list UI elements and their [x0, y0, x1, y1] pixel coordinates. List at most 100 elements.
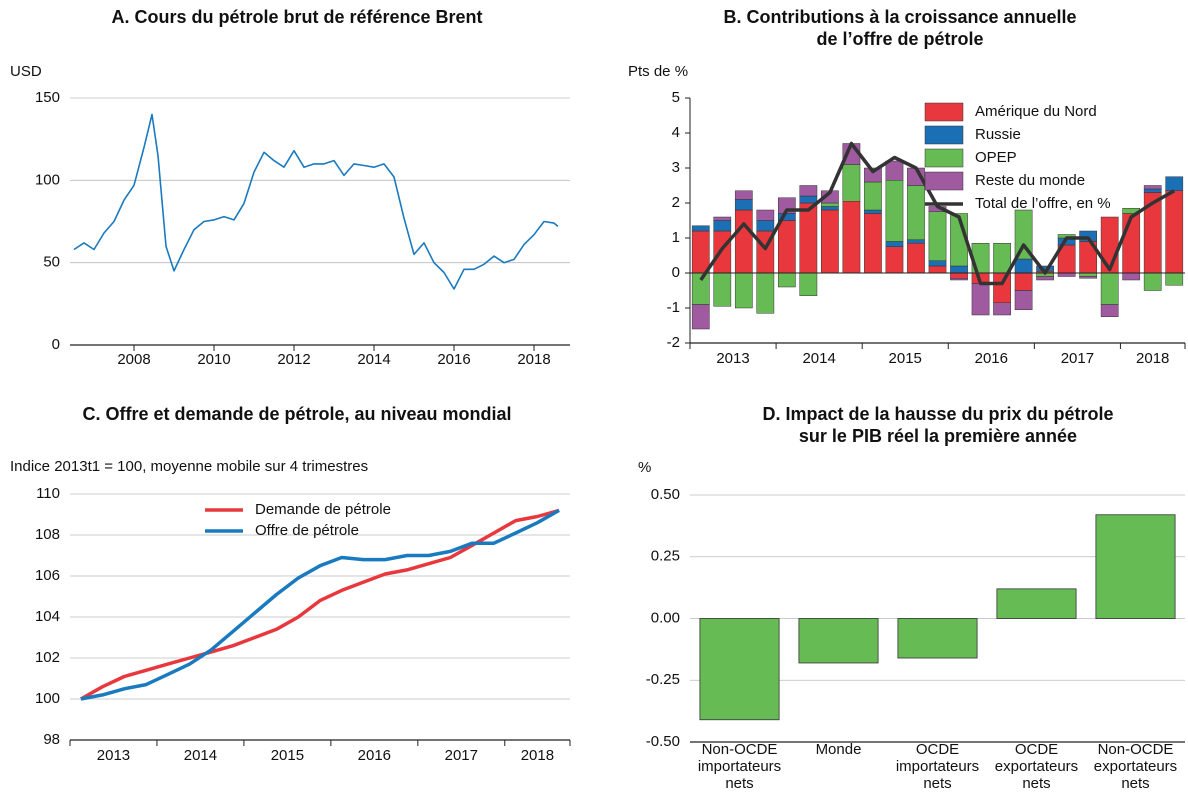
y-axis-label: Pts de % — [628, 63, 688, 80]
bar-segment — [713, 272, 732, 307]
y-tick-label: 5 — [672, 89, 680, 106]
y-tick-label: 3 — [672, 159, 680, 176]
bar-segment — [777, 220, 796, 274]
y-tick-label: 104 — [35, 608, 60, 625]
y-tick-label: -2 — [667, 334, 680, 351]
bar-segment — [1079, 272, 1098, 277]
legend-label: Amérique du Nord — [975, 103, 1097, 120]
y-axis-label: Indice 2013t1 = 100, moyenne mobile sur … — [10, 458, 368, 475]
bar-segment — [950, 265, 968, 274]
bar-segment — [691, 230, 710, 274]
y-tick-label: 106 — [35, 567, 60, 584]
y-axis-label: USD — [10, 63, 42, 80]
y-tick-label: 108 — [35, 526, 60, 543]
bar — [996, 588, 1077, 619]
x-tick-label: 2016 — [975, 350, 1008, 367]
data-line — [80, 508, 560, 701]
y-tick-label: 98 — [43, 731, 60, 748]
x-tick-label: OCDE — [1015, 741, 1058, 758]
chart-title: sur le PIB réel la première année — [799, 426, 1077, 446]
y-tick-label: 110 — [36, 485, 60, 502]
x-tick-label: 2013 — [97, 747, 130, 764]
bar-segment — [928, 260, 947, 267]
x-tick-label: 2016 — [358, 747, 391, 764]
bar-segment — [842, 201, 861, 274]
y-tick-label: 150 — [35, 89, 60, 106]
bar-segment — [1122, 272, 1141, 281]
bar-segment — [799, 272, 818, 296]
bar-segment — [799, 202, 818, 274]
bar-segment — [993, 272, 1011, 303]
bar-segment — [1122, 213, 1141, 274]
x-tick-label: nets — [1121, 775, 1149, 792]
legend-swatch — [924, 125, 964, 145]
bar-segment — [1100, 272, 1119, 305]
y-tick-label: 50 — [43, 254, 60, 271]
bar-segment — [864, 181, 882, 211]
y-tick-label: 0.50 — [651, 486, 680, 503]
bar-segment — [993, 302, 1011, 316]
data-line — [80, 508, 560, 701]
legend-label: Offre de pétrole — [255, 522, 359, 539]
bar — [699, 618, 780, 721]
bar — [1095, 514, 1176, 619]
bar — [897, 618, 978, 659]
bar-segment — [1014, 258, 1033, 274]
bar-segment — [950, 272, 968, 279]
bar-segment — [1014, 272, 1033, 291]
bar-segment — [971, 283, 990, 316]
bar-segment — [756, 209, 775, 221]
x-tick-label: exportateurs — [1094, 758, 1177, 775]
bar-segment — [713, 216, 732, 221]
bar-segment — [907, 243, 925, 274]
bar-segment — [1143, 272, 1162, 291]
x-tick-label: 2018 — [517, 351, 550, 368]
bar-segment — [777, 272, 796, 288]
bar-segment — [691, 304, 710, 330]
legend-label: OPEP — [975, 149, 1017, 166]
y-tick-label: 100 — [35, 690, 60, 707]
x-tick-label: Non-OCDE — [702, 741, 778, 758]
x-tick-label: 2014 — [802, 350, 835, 367]
chart-title: de l’offre de pétrole — [816, 29, 983, 49]
x-tick-label: 2017 — [1061, 350, 1094, 367]
y-tick-label: 0 — [52, 336, 60, 353]
x-tick-label: Non-OCDE — [1098, 741, 1174, 758]
x-tick-label: Monde — [816, 741, 862, 758]
x-tick-label: nets — [923, 775, 951, 792]
bar-segment — [821, 206, 839, 211]
x-tick-label: 2017 — [445, 747, 478, 764]
legend-label: Russie — [975, 126, 1021, 143]
bar-segment — [1014, 209, 1033, 260]
bar-segment — [885, 241, 904, 247]
bar-segment — [756, 220, 775, 232]
bar-segment — [691, 225, 710, 232]
y-tick-label: 0 — [672, 264, 680, 281]
y-tick-label: 1 — [672, 229, 680, 246]
y-tick-label: 2 — [672, 194, 680, 211]
x-tick-label: 2014 — [357, 351, 390, 368]
legend-swatch — [924, 102, 964, 122]
y-tick-label: 0.25 — [651, 548, 680, 565]
x-tick-label: 2018 — [521, 747, 554, 764]
bar-segment — [734, 199, 753, 211]
bar-segment — [713, 230, 732, 274]
bar-segment — [928, 211, 947, 261]
bar-segment — [1057, 272, 1076, 277]
x-tick-label: 2012 — [277, 351, 310, 368]
bar-segment — [907, 185, 925, 240]
bar — [798, 618, 879, 664]
x-tick-label: importateurs — [698, 758, 781, 775]
bar-segment — [1100, 304, 1119, 317]
x-tick-label: 2016 — [437, 351, 470, 368]
bar-segment — [734, 190, 753, 200]
x-tick-label: nets — [725, 775, 753, 792]
x-tick-label: 2013 — [716, 350, 749, 367]
legend-swatch — [924, 148, 964, 168]
data-line — [73, 113, 559, 290]
x-tick-label: 2008 — [117, 351, 150, 368]
x-tick-label: importateurs — [896, 758, 979, 775]
bar-segment — [1143, 188, 1162, 193]
bar-segment — [799, 195, 818, 204]
